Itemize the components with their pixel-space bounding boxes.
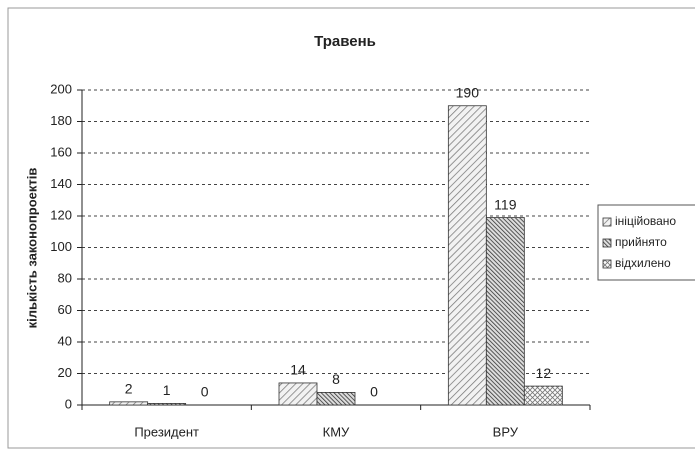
y-tick-label: 160 (50, 144, 72, 159)
bar (523, 385, 563, 406)
x-tick-label: КМУ (323, 424, 350, 439)
y-tick-label: 200 (50, 81, 72, 96)
data-label: 12 (536, 365, 552, 381)
frame (7, 7, 695, 449)
data-label: 0 (201, 384, 209, 400)
y-tick-label: 140 (50, 176, 72, 191)
chart-title: Травень (314, 33, 376, 50)
data-label: 119 (494, 196, 517, 212)
data-label: 190 (456, 84, 480, 100)
y-tick-label: 100 (50, 239, 72, 254)
bar (147, 403, 187, 406)
data-label: 2 (125, 381, 133, 397)
legend-swatch (602, 259, 612, 269)
legend-swatch (602, 217, 612, 227)
y-tick-label: 60 (58, 302, 72, 317)
bar (278, 382, 318, 406)
bar (316, 391, 356, 406)
legend (597, 204, 695, 281)
data-label: 8 (332, 371, 340, 387)
y-tick-label: 0 (65, 396, 72, 411)
x-tick-label: Президент (134, 424, 199, 439)
y-tick-label: 20 (58, 365, 72, 380)
legend-label: відхилено (615, 256, 671, 270)
legend-label: ініційовано (615, 214, 676, 228)
y-tick-label: 120 (50, 207, 72, 222)
y-tick-label: 80 (58, 270, 72, 285)
y-axis-label: кількість законопроектів (24, 168, 39, 329)
x-tick-label: ВРУ (493, 424, 519, 439)
data-label: 14 (290, 362, 306, 378)
data-label: 1 (163, 382, 171, 398)
bar (485, 217, 525, 406)
legend-swatch (602, 238, 612, 248)
legend-label: прийнято (615, 235, 667, 249)
y-tick-label: 40 (58, 333, 72, 348)
bar (447, 105, 487, 406)
y-tick-label: 180 (50, 113, 72, 128)
data-label: 0 (370, 384, 378, 400)
bar (109, 401, 149, 406)
